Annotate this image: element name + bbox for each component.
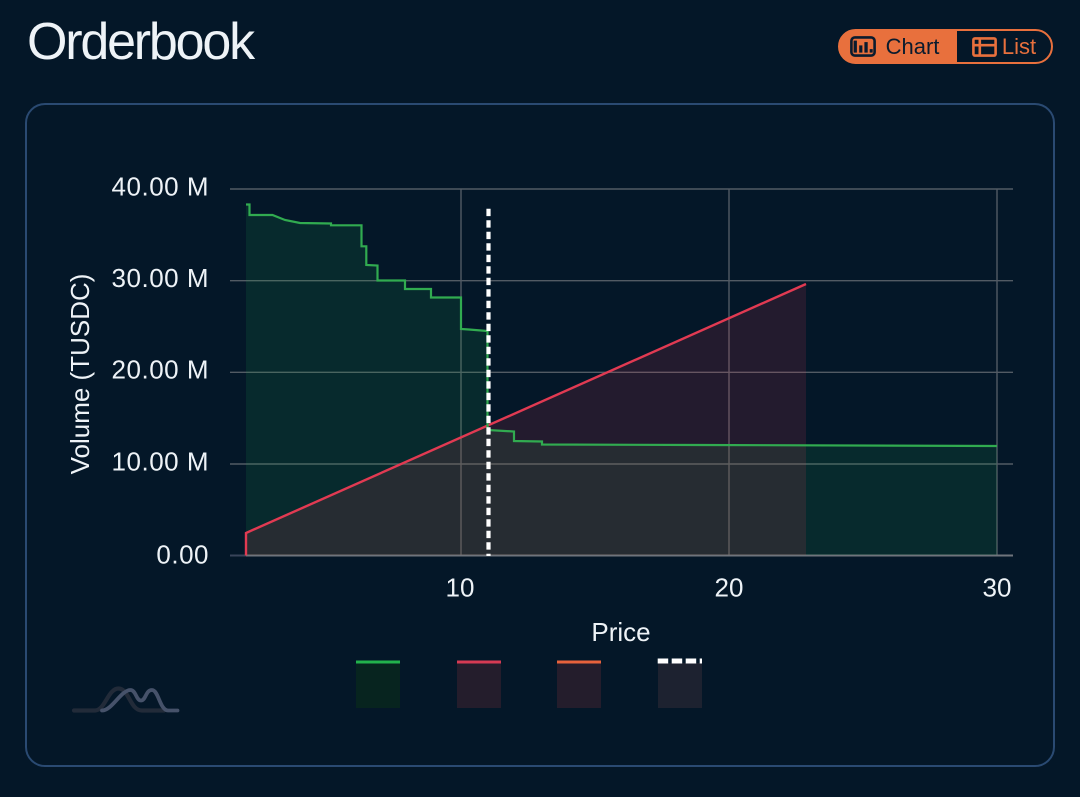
svg-text:Price: Price <box>591 617 650 647</box>
svg-text:30.00 M: 30.00 M <box>112 263 209 293</box>
svg-text:20: 20 <box>715 573 744 603</box>
svg-text:20.00 M: 20.00 M <box>112 355 209 385</box>
svg-text:0.00: 0.00 <box>156 540 209 570</box>
svg-text:10.00 M: 10.00 M <box>112 446 209 476</box>
svg-text:40.00 M: 40.00 M <box>112 171 209 201</box>
svg-text:Volume (TUSDC): Volume (TUSDC) <box>65 274 95 475</box>
svg-text:30: 30 <box>983 573 1012 603</box>
svg-text:10: 10 <box>446 573 475 603</box>
